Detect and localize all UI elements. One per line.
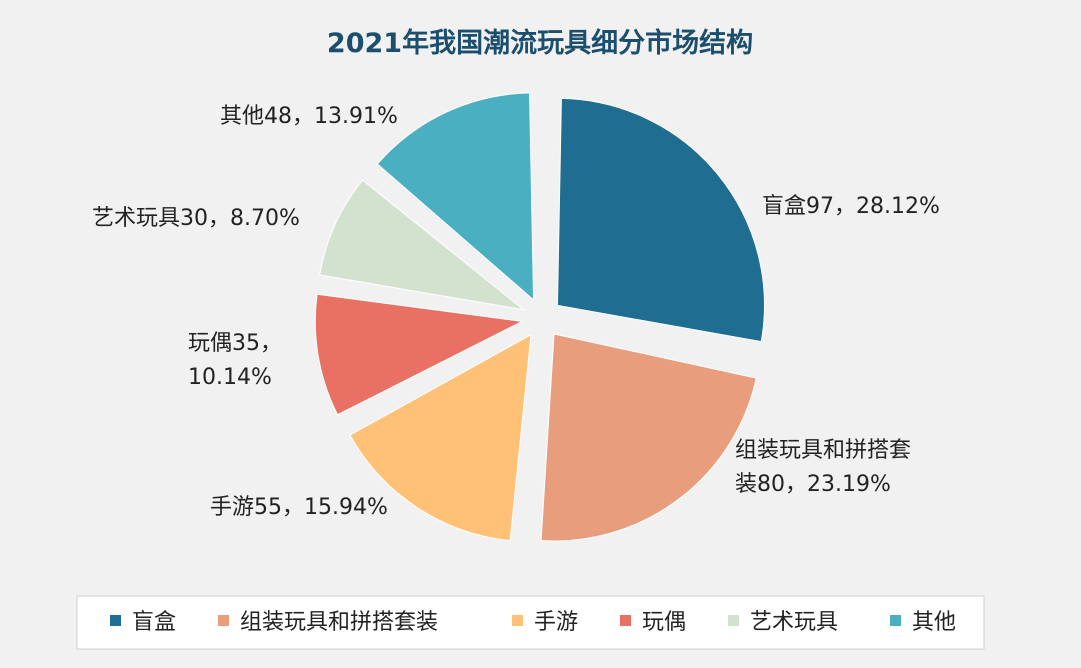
legend-label: 组装玩具和拼搭套装	[240, 610, 438, 635]
pie-slice	[314, 293, 524, 416]
legend-swatch	[512, 615, 523, 626]
pie-slice	[556, 97, 765, 343]
slice-data-label: 盲盒97，28.12%	[762, 194, 940, 219]
legend-label: 艺术玩具	[750, 610, 838, 635]
slice-data-label: 艺术玩具30，8.70%	[92, 206, 300, 231]
legend: 盲盒 组装玩具和拼搭套装 手游 玩偶 艺术玩具 其他	[110, 610, 956, 635]
slice-data-label: 玩偶35，	[188, 331, 282, 356]
slice-data-label: 手游55，15.94%	[210, 495, 388, 520]
slice-data-label: 装80，23.19%	[735, 472, 891, 497]
pie-slice	[376, 92, 535, 301]
legend-swatch	[218, 615, 229, 626]
legend-label: 玩偶	[642, 610, 686, 635]
legend-swatch	[620, 615, 631, 626]
pie-slice	[349, 333, 532, 542]
legend-box	[76, 595, 985, 650]
slice-data-label: 10.14%	[188, 365, 272, 390]
legend-label: 手游	[534, 610, 578, 635]
pie-slices	[314, 92, 765, 542]
pie-slice	[540, 333, 757, 542]
legend-label: 盲盒	[132, 610, 176, 635]
slice-data-label: 组装玩具和拼搭套	[735, 438, 911, 463]
legend-swatch	[728, 615, 739, 626]
legend-label: 其他	[912, 610, 956, 635]
pie-slice	[319, 179, 526, 311]
legend-swatch	[110, 615, 121, 626]
slice-data-label: 其他48，13.91%	[220, 104, 398, 129]
legend-swatch	[890, 615, 901, 626]
chart-title: 2021年我国潮流玩具细分市场结构	[327, 27, 753, 59]
